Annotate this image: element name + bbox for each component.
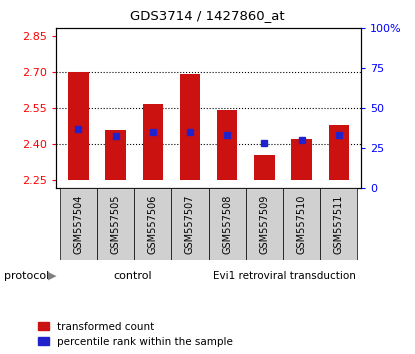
Bar [105,130,126,181]
Text: protocol: protocol [4,271,49,281]
FancyBboxPatch shape [134,188,171,260]
FancyBboxPatch shape [97,188,134,260]
Bar [291,139,312,181]
Text: GSM557507: GSM557507 [185,195,195,255]
Text: GSM557511: GSM557511 [334,195,344,254]
Bar [142,104,163,181]
Bar [180,74,200,181]
FancyBboxPatch shape [209,188,246,260]
Text: GSM557506: GSM557506 [148,195,158,254]
Text: control: control [113,271,151,281]
FancyBboxPatch shape [320,188,357,260]
Legend: transformed count, percentile rank within the sample: transformed count, percentile rank withi… [39,322,233,347]
FancyBboxPatch shape [171,188,209,260]
Text: GSM557508: GSM557508 [222,195,232,254]
Text: GDS3714 / 1427860_at: GDS3714 / 1427860_at [130,9,285,22]
Text: Evi1 retroviral transduction: Evi1 retroviral transduction [213,271,356,281]
Text: ▶: ▶ [48,271,56,281]
Text: GSM557505: GSM557505 [110,195,120,255]
Bar [68,72,88,181]
FancyBboxPatch shape [283,188,320,260]
Text: GSM557504: GSM557504 [73,195,83,254]
Text: GSM557509: GSM557509 [259,195,269,254]
FancyBboxPatch shape [60,188,97,260]
Bar [254,155,275,181]
FancyBboxPatch shape [246,188,283,260]
Bar [329,125,349,181]
Bar [217,110,237,181]
Text: GSM557510: GSM557510 [297,195,307,254]
